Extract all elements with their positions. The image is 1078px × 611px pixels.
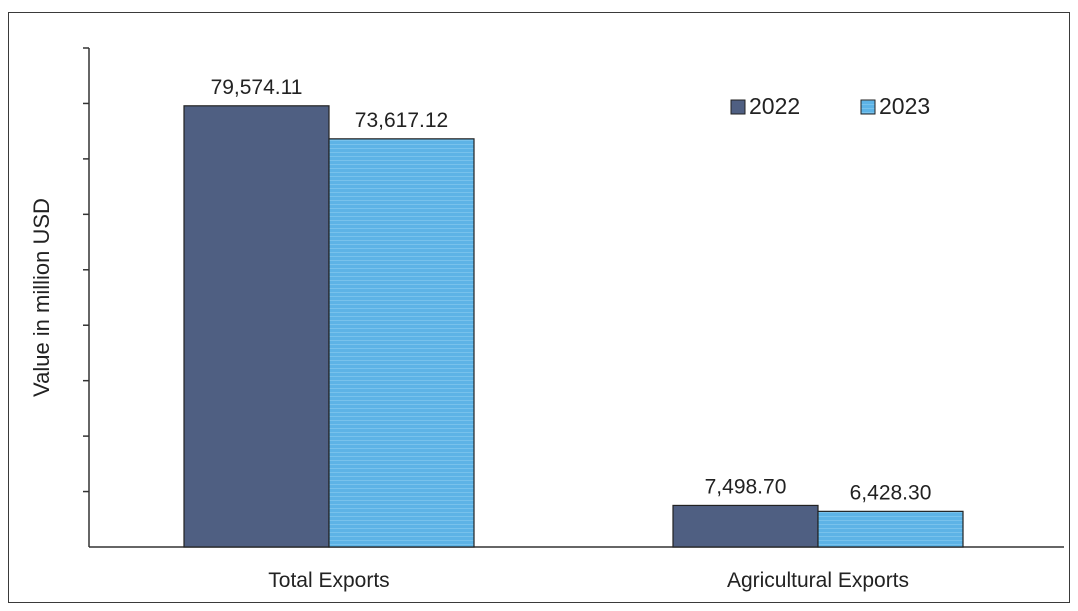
- legend-label: 2022: [749, 93, 800, 119]
- legend-swatch-2023: [860, 99, 876, 115]
- data-label: 79,574.11: [211, 76, 303, 99]
- chart-frame: Value in million USD 79,574.11 7,498.70 73…: [8, 12, 1070, 603]
- data-label: 73,617.12: [355, 109, 448, 132]
- data-labels: 79,574.11 7,498.70 73,617.12 6,428.30: [211, 76, 932, 505]
- legend: 2022 2023: [730, 93, 930, 119]
- y-axis-ticks: [83, 47, 89, 493]
- data-label: 6,428.30: [850, 481, 932, 504]
- category-labels: Total Exports Agricultural Exports: [268, 569, 909, 592]
- bar-2022-agricultural-exports: [672, 504, 819, 548]
- category-label: Total Exports: [268, 569, 389, 592]
- bar-2023-agricultural-exports: [817, 510, 964, 548]
- y-axis-label: Value in million USD: [29, 198, 54, 397]
- bars: [183, 105, 964, 548]
- bar-2022-total-exports: [183, 105, 330, 548]
- bar-2023-total-exports: [328, 138, 475, 548]
- bar-chart: Value in million USD 79,574.11 7,498.70 73…: [29, 47, 1064, 592]
- legend-swatch-2022: [730, 99, 746, 115]
- legend-label: 2023: [879, 93, 930, 119]
- data-label: 7,498.70: [705, 475, 787, 498]
- category-label: Agricultural Exports: [727, 569, 909, 592]
